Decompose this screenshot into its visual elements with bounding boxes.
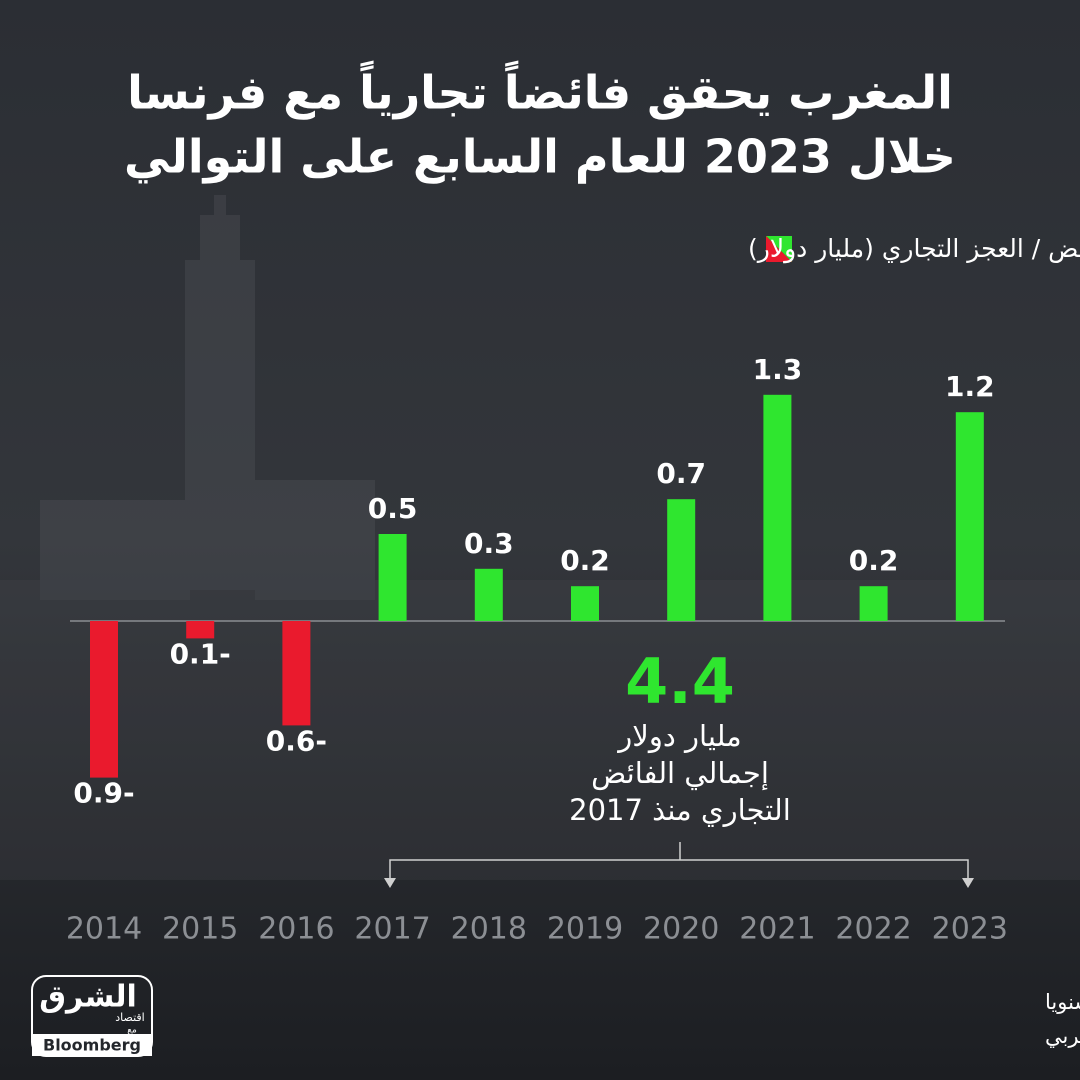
bar [859,586,888,621]
value-label: 0.9- [73,777,134,810]
bar [90,621,118,778]
value-label: 0.5 [368,492,418,525]
annotation-text: إجمالي الفائض [591,756,769,791]
bar [474,568,503,621]
x-tick-label: 2014 [66,912,142,947]
note: ملاحظة: البيانات وفقا لمتوسط سعر صرف الد… [1045,990,1080,1015]
x-tick-label: 2023 [932,912,1008,947]
title-line: خلال 2023 للعام السابع على التوالي [124,130,956,184]
bar [667,499,696,621]
x-tick-label: 2020 [643,912,719,947]
logo-partner: Bloomberg [43,1036,141,1055]
legend-label: الفائض / العجز التجاري (مليار دولار) [748,234,1080,264]
logo: الشرق اقتصاد مع Bloomberg [31,975,153,1057]
title-line: المغرب يحقق فائضاً تجارياً مع فرنسا [127,60,953,119]
x-tick-label: 2018 [451,912,527,947]
value-label: 0.6- [266,724,327,757]
value-label: 0.7 [656,457,706,490]
x-tick-label: 2019 [547,912,623,947]
value-label: 0.1- [170,637,231,670]
logo-section: اقتصاد [115,1011,144,1024]
bar [186,621,215,639]
bars: 0.9- 2014 0.1- 2015 0.6- 2016 0.5 2017 0.3 2018 0.… [66,353,1008,947]
x-tick-label: 2021 [739,912,815,947]
value-label: 0.2 [849,544,899,577]
logo-name: الشرق [39,980,137,1015]
value-label: 1.3 [753,353,803,386]
legend: الفائض / العجز التجاري (مليار دولار) [748,234,1080,264]
x-tick-label: 2022 [835,912,911,947]
x-tick-label: 2015 [162,912,238,947]
bracket [384,842,974,888]
bar [378,534,407,621]
bar [282,621,311,726]
annotation-text: مليار دولار [616,719,741,753]
x-tick-label: 2017 [354,912,430,947]
bar [955,412,984,621]
value-label: 0.3 [464,527,514,560]
logo-with: مع [127,1026,137,1036]
annotation-text: التجاري منذ 2017 [569,793,791,827]
x-tick-label: 2016 [258,912,334,947]
bar [571,586,599,621]
annotation-value: 4.4 [625,645,735,718]
value-label: 0.2 [560,544,610,577]
legend-swatch [766,236,792,262]
value-label: 1.2 [945,370,995,403]
skyline [0,195,1080,880]
bar [763,394,792,621]
